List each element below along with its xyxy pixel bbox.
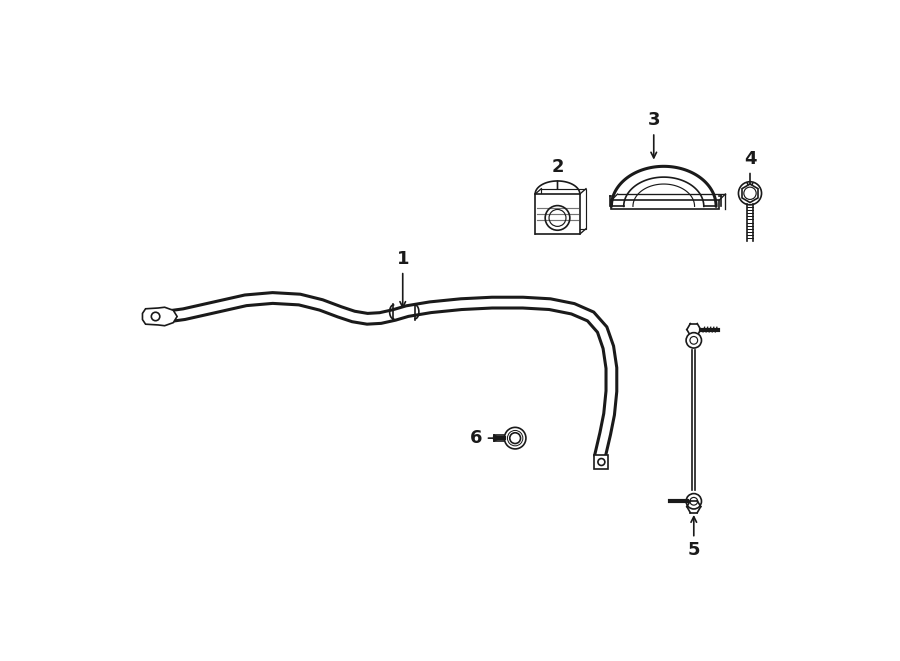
Polygon shape (611, 200, 719, 210)
Text: 4: 4 (743, 150, 756, 188)
Circle shape (504, 428, 526, 449)
Circle shape (686, 494, 701, 509)
Polygon shape (166, 293, 616, 458)
Text: 2: 2 (551, 157, 563, 200)
Circle shape (686, 332, 701, 348)
Polygon shape (742, 184, 758, 202)
Text: 3: 3 (647, 111, 660, 158)
Text: 5: 5 (688, 517, 700, 559)
Polygon shape (541, 188, 586, 229)
Text: 6: 6 (471, 429, 500, 447)
Polygon shape (142, 307, 177, 326)
Polygon shape (595, 455, 608, 469)
Polygon shape (536, 194, 580, 234)
Circle shape (545, 206, 570, 230)
Circle shape (509, 433, 520, 444)
Text: 1: 1 (397, 250, 409, 307)
